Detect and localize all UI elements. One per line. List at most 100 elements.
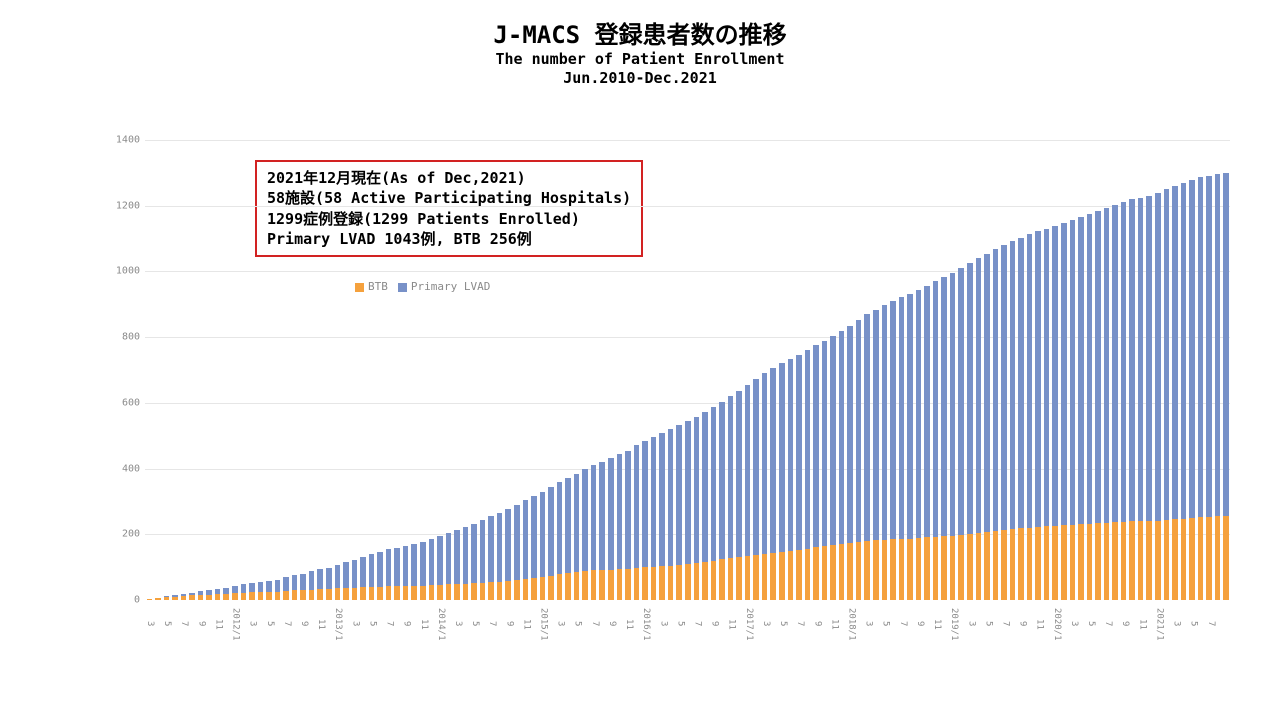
- bar-segment-primary: [1189, 180, 1195, 517]
- bar-segment-btb: [1198, 517, 1204, 600]
- x-axis-tick-label: 7: [795, 603, 805, 645]
- bar-column: [760, 373, 769, 600]
- bar-segment-primary: [1061, 223, 1067, 525]
- bar-segment-primary: [882, 305, 888, 540]
- bar-segment-btb: [386, 586, 392, 600]
- bar-segment-btb: [685, 564, 691, 600]
- bar-segment-primary: [993, 249, 999, 531]
- bar-column: [350, 560, 359, 600]
- bar-column: [367, 554, 376, 600]
- bar-segment-primary: [497, 513, 503, 582]
- x-axis-tick-label: [668, 603, 675, 645]
- bar-segment-btb: [1070, 525, 1076, 600]
- bar-segment-primary: [403, 546, 409, 586]
- x-axis-tick-label: 3: [761, 603, 771, 645]
- x-axis-tick-label: 9: [504, 603, 514, 645]
- bar-segment-primary: [651, 437, 657, 567]
- x-axis-tick-label: 7: [693, 603, 703, 645]
- bar-segment-primary: [471, 524, 477, 583]
- bar-segment-primary: [1112, 205, 1118, 522]
- bar-column: [1102, 208, 1111, 600]
- bar-segment-btb: [488, 582, 494, 600]
- bar-column: [777, 363, 786, 600]
- x-axis-tick-label: 3: [864, 603, 874, 645]
- bar-column: [983, 254, 992, 600]
- x-axis-tick-label: [241, 603, 248, 645]
- bar-segment-btb: [1104, 523, 1110, 600]
- bar-segment-btb: [1181, 519, 1187, 600]
- x-axis-tick-label: [976, 603, 983, 645]
- bar-segment-primary: [574, 474, 580, 573]
- bar-segment-primary: [249, 583, 255, 593]
- bar-column: [393, 548, 402, 600]
- x-axis-tick-label: [634, 603, 641, 645]
- title-block: J-MACS 登録患者数の推移 The number of Patient En…: [40, 20, 1240, 88]
- bar-segment-btb: [1155, 521, 1161, 601]
- bar-segment-btb: [557, 574, 563, 600]
- x-axis-tick-label: [326, 603, 333, 645]
- bar-segment-btb: [728, 558, 734, 600]
- x-axis-tick-label: [1028, 603, 1035, 645]
- bar-column: [265, 581, 274, 600]
- bar-segment-primary: [873, 310, 879, 541]
- bar-column: [504, 509, 513, 600]
- x-axis-tick-label: 2017/1: [744, 603, 754, 645]
- bar-segment-btb: [1052, 526, 1058, 600]
- bar-segment-btb: [1001, 530, 1007, 600]
- bar-segment-primary: [557, 482, 563, 574]
- bar-segment-btb: [907, 539, 913, 600]
- x-axis-tick-label: 9: [915, 603, 925, 645]
- x-axis-tick-label: [1079, 603, 1086, 645]
- bar-column: [188, 593, 197, 600]
- x-axis-tick-label: 9: [812, 603, 822, 645]
- x-axis-tick-label: 7: [385, 603, 395, 645]
- x-axis-tick-label: [925, 603, 932, 645]
- x-axis-tick-label: 5: [265, 603, 275, 645]
- bar-segment-btb: [813, 547, 819, 600]
- bar-segment-primary: [805, 350, 811, 549]
- bar-segment-primary: [736, 391, 742, 557]
- bar-segment-primary: [1121, 202, 1127, 522]
- bar-column: [726, 396, 735, 600]
- bar-segment-primary: [429, 539, 435, 585]
- bar-segment-primary: [1172, 186, 1178, 519]
- bar-segment-btb: [1044, 526, 1050, 600]
- bar-segment-primary: [676, 425, 682, 565]
- bar-segment-primary: [360, 557, 366, 587]
- bar-segment-primary: [258, 582, 264, 593]
- bar-segment-primary: [659, 433, 665, 566]
- x-axis-tick-label: [377, 603, 384, 645]
- bar-column: [1145, 196, 1154, 600]
- bar-segment-primary: [1138, 198, 1144, 522]
- bar-column: [1128, 199, 1137, 600]
- y-axis-tick-label: 0: [115, 595, 140, 606]
- bar-column: [820, 341, 829, 600]
- bar-column: [752, 379, 761, 600]
- bar-column: [829, 336, 838, 600]
- x-axis-tick-label: 11: [419, 603, 429, 645]
- bar-column: [419, 542, 428, 600]
- x-axis-tick-label: 11: [213, 603, 223, 645]
- x-axis-tick-label: 2016/1: [641, 603, 651, 645]
- x-axis-tick-label: 9: [196, 603, 206, 645]
- bar-segment-primary: [1027, 234, 1033, 528]
- bar-segment-primary: [292, 575, 298, 590]
- x-axis-tick-label: [1130, 603, 1137, 645]
- bar-segment-primary: [1164, 189, 1170, 520]
- y-axis-tick-label: 200: [115, 529, 140, 540]
- x-axis-tick-label: 7: [1000, 603, 1010, 645]
- bar-segment-btb: [753, 555, 759, 600]
- bar-column: [205, 590, 214, 600]
- bar-segment-primary: [1052, 226, 1058, 526]
- bar-column: [666, 429, 675, 600]
- bar-segment-primary: [916, 290, 922, 538]
- bar-segment-btb: [745, 556, 751, 600]
- bar-segment-btb: [582, 571, 588, 600]
- bar-column: [239, 584, 248, 600]
- bar-column: [658, 433, 667, 600]
- bar-column: [1171, 186, 1180, 600]
- bar-column: [1111, 205, 1120, 600]
- bar-segment-btb: [856, 542, 862, 600]
- bar-column: [513, 505, 522, 600]
- bar-column: [1213, 174, 1222, 600]
